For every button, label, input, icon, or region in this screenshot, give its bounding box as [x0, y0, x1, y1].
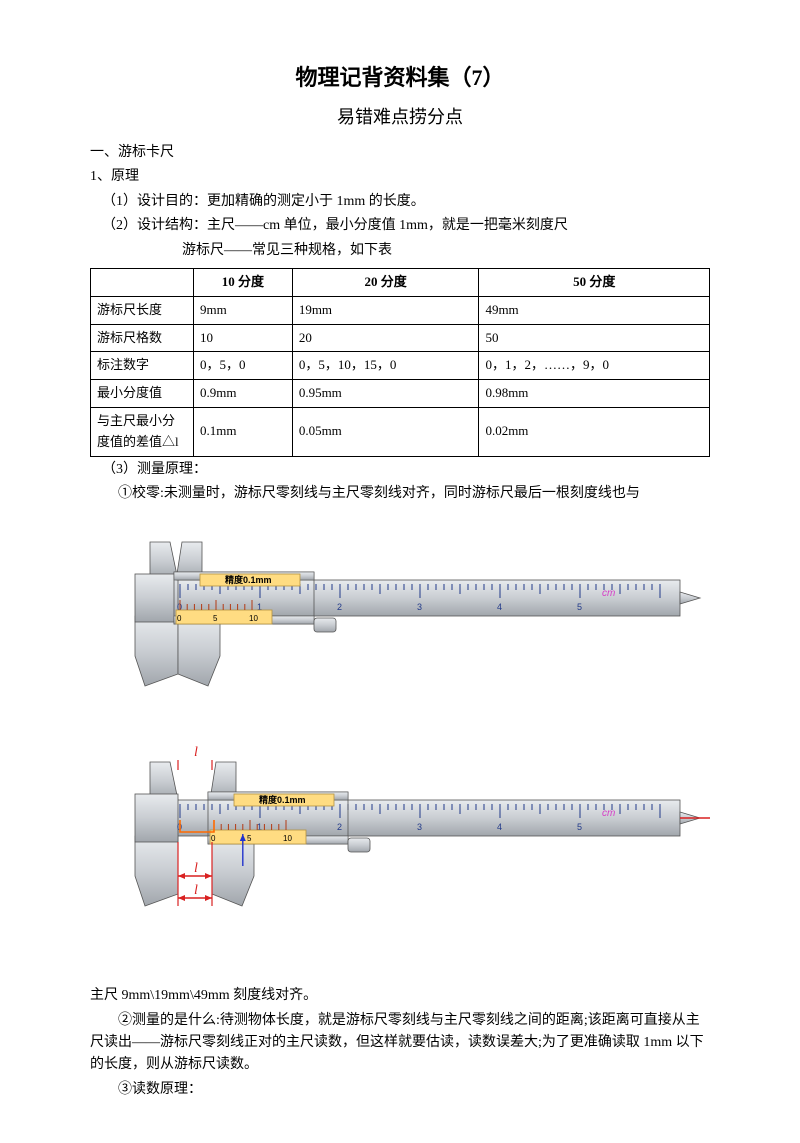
table-rowheader: 标注数字: [91, 352, 194, 380]
table-cell: 0.02mm: [479, 407, 710, 456]
table-cell: 0，1，2，……，9，0: [479, 352, 710, 380]
svg-text:精度0.1mm: 精度0.1mm: [225, 574, 272, 585]
caliper-figure-1: 012345cm精度0.1mm0510: [90, 525, 710, 705]
svg-text:l: l: [194, 883, 198, 898]
doc-subtitle: 易错难点捞分点: [90, 103, 710, 132]
svg-text:10: 10: [249, 614, 258, 623]
svg-text:5: 5: [247, 834, 252, 843]
table-cell: 0.95mm: [292, 380, 479, 408]
svg-text:cm: cm: [602, 808, 615, 819]
page: 物理记背资料集（7） 易错难点捞分点 一、游标卡尺 1、原理 （1）设计目的：更…: [0, 0, 800, 1143]
caliper-svg: 012345cm精度0.1mm0510llll: [90, 745, 710, 975]
table-cell: 20: [292, 324, 479, 352]
doc-title: 物理记背资料集（7）: [90, 60, 710, 95]
svg-text:3: 3: [417, 822, 422, 832]
svg-text:5: 5: [577, 602, 582, 612]
table-header: [91, 268, 194, 296]
paragraph: 主尺 9mm\19mm\49mm 刻度线对齐。: [90, 985, 710, 1007]
table-row: 游标尺格数102050: [91, 324, 710, 352]
table-header: 20 分度: [292, 268, 479, 296]
svg-text:l: l: [194, 861, 198, 876]
table-row: 标注数字0，5，00，5，10，15，00，1，2，……，9，0: [91, 352, 710, 380]
table-cell: 0.9mm: [194, 380, 293, 408]
paragraph: （3）测量原理：: [90, 459, 710, 481]
svg-text:2: 2: [337, 822, 342, 832]
table-cell: 49mm: [479, 296, 710, 324]
table-cell: 0，5，10，15，0: [292, 352, 479, 380]
svg-text:0: 0: [211, 834, 216, 843]
table-rowheader: 与主尺最小分度值的差值△l: [91, 407, 194, 456]
paragraph: ①校零:未测量时，游标尺零刻线与主尺零刻线对齐，同时游标尺最后一根刻度线也与: [90, 483, 710, 505]
paragraph: ②测量的是什么:待测物体长度，就是游标尺零刻线与主尺零刻线之间的距离;该距离可直…: [90, 1010, 710, 1077]
svg-text:4: 4: [497, 602, 502, 612]
table-row: 游标尺长度9mm19mm49mm: [91, 296, 710, 324]
table-cell: 10: [194, 324, 293, 352]
svg-text:2: 2: [337, 602, 342, 612]
svg-text:0: 0: [177, 614, 182, 623]
table-cell: 0.1mm: [194, 407, 293, 456]
svg-text:cm: cm: [602, 588, 615, 599]
svg-text:10: 10: [283, 834, 292, 843]
paragraph: 1、原理: [90, 166, 710, 188]
table-cell: 50: [479, 324, 710, 352]
table-rowheader: 最小分度值: [91, 380, 194, 408]
paragraph: （2）设计结构：主尺——cm 单位，最小分度值 1mm，就是一把毫米刻度尺: [90, 215, 710, 237]
section-1-head: 一、游标卡尺: [90, 142, 710, 164]
table-row: 与主尺最小分度值的差值△l0.1mm0.05mm0.02mm: [91, 407, 710, 456]
paragraph: ③读数原理：: [90, 1079, 710, 1101]
caliper-svg: 012345cm精度0.1mm0510: [90, 525, 710, 705]
svg-text:5: 5: [577, 822, 582, 832]
svg-text:3: 3: [417, 602, 422, 612]
spec-table: 10 分度 20 分度 50 分度 游标尺长度9mm19mm49mm游标尺格数1…: [90, 268, 710, 457]
table-cell: 0.05mm: [292, 407, 479, 456]
caliper-figure-2: 012345cm精度0.1mm0510llll: [90, 745, 710, 975]
svg-text:5: 5: [213, 614, 218, 623]
svg-text:l: l: [194, 745, 198, 760]
svg-text:精度0.1mm: 精度0.1mm: [259, 794, 306, 805]
table-row: 10 分度 20 分度 50 分度: [91, 268, 710, 296]
paragraph: （1）设计目的：更加精确的测定小于 1mm 的长度。: [90, 191, 710, 213]
svg-text:4: 4: [497, 822, 502, 832]
table-cell: 0.98mm: [479, 380, 710, 408]
table-cell: 9mm: [194, 296, 293, 324]
table-row: 最小分度值0.9mm0.95mm0.98mm: [91, 380, 710, 408]
table-header: 50 分度: [479, 268, 710, 296]
table-cell: 19mm: [292, 296, 479, 324]
table-header: 10 分度: [194, 268, 293, 296]
table-cell: 0，5，0: [194, 352, 293, 380]
table-rowheader: 游标尺格数: [91, 324, 194, 352]
paragraph: 游标尺——常见三种规格，如下表: [90, 240, 710, 262]
table-rowheader: 游标尺长度: [91, 296, 194, 324]
